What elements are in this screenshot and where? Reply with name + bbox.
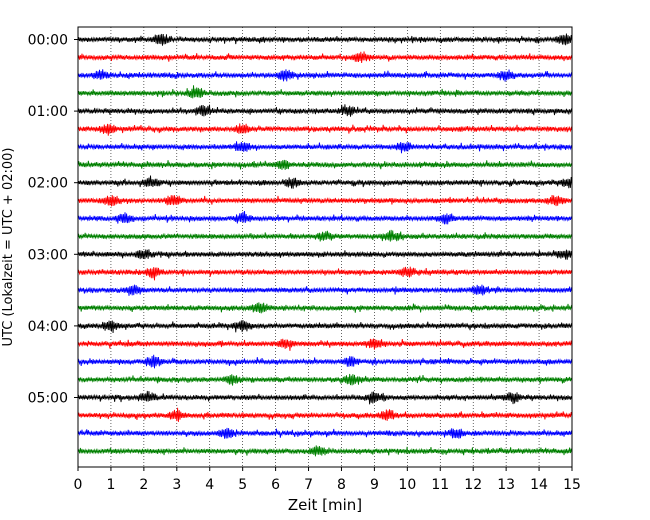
- x-axis-label: Zeit [min]: [288, 496, 362, 514]
- trace-0230: [77, 211, 573, 225]
- x-tick-label: 1: [106, 477, 115, 493]
- x-tick-label: 6: [271, 477, 280, 493]
- trace-0500: [77, 390, 573, 405]
- trace-0430: [77, 354, 573, 369]
- x-tick-label: 8: [337, 477, 346, 493]
- trace-0145: [77, 159, 573, 170]
- trace-0030: [77, 69, 573, 82]
- trace-0215: [77, 194, 573, 207]
- vertical-grid-lines: [110, 27, 540, 467]
- trace-0415: [77, 338, 573, 351]
- trace-0545: [77, 445, 573, 457]
- trace-0515: [77, 407, 573, 422]
- x-tick-label: 13: [497, 477, 515, 493]
- trace-0300: [77, 249, 573, 260]
- y-axis-ticks: 00:00 01:00 02:00 03:00 04:00 05:00: [28, 33, 78, 407]
- trace-0245: [77, 229, 573, 242]
- x-tick-label: 10: [398, 477, 416, 493]
- x-tick-label: 3: [172, 477, 181, 493]
- trace-0400: [77, 320, 573, 334]
- x-tick-label: 2: [139, 477, 148, 493]
- trace-0000: [77, 33, 573, 46]
- x-tick-label: 14: [530, 477, 548, 493]
- x-tick-label: 0: [74, 477, 83, 493]
- y-tick-label: 01:00: [28, 104, 68, 120]
- x-axis-ticks: 0 1 2 3 4 5 6 7 8 9 10 11 12 13 14 15: [74, 467, 581, 493]
- seismic-traces: [77, 33, 573, 457]
- trace-0530: [77, 427, 573, 439]
- x-tick-label: 5: [238, 477, 247, 493]
- x-tick-label: 9: [370, 477, 379, 493]
- trace-0115: [77, 123, 573, 136]
- trace-0130: [77, 141, 573, 154]
- y-axis-label: UTC (Lokalzeit = UTC + 02:00): [1, 148, 16, 347]
- trace-0330: [77, 284, 573, 296]
- trace-0315: [77, 266, 573, 281]
- y-tick-label: 02:00: [28, 176, 68, 192]
- x-tick-label: 12: [464, 477, 482, 493]
- y-tick-label: 00:00: [28, 33, 68, 49]
- trace-0100: [77, 104, 573, 117]
- trace-0445: [77, 373, 573, 386]
- trace-0345: [77, 302, 573, 314]
- trace-0045: [77, 85, 573, 99]
- y-tick-label: 05:00: [28, 391, 68, 407]
- plot-frame: [77, 26, 573, 468]
- y-tick-label: 04:00: [28, 319, 68, 335]
- x-tick-label: 7: [304, 477, 313, 493]
- trace-0200: [77, 175, 573, 189]
- x-tick-label: 15: [563, 477, 581, 493]
- x-tick-label: 11: [431, 477, 449, 493]
- y-tick-label: 03:00: [28, 247, 68, 263]
- x-tick-label: 4: [205, 477, 214, 493]
- trace-0015: [77, 51, 573, 63]
